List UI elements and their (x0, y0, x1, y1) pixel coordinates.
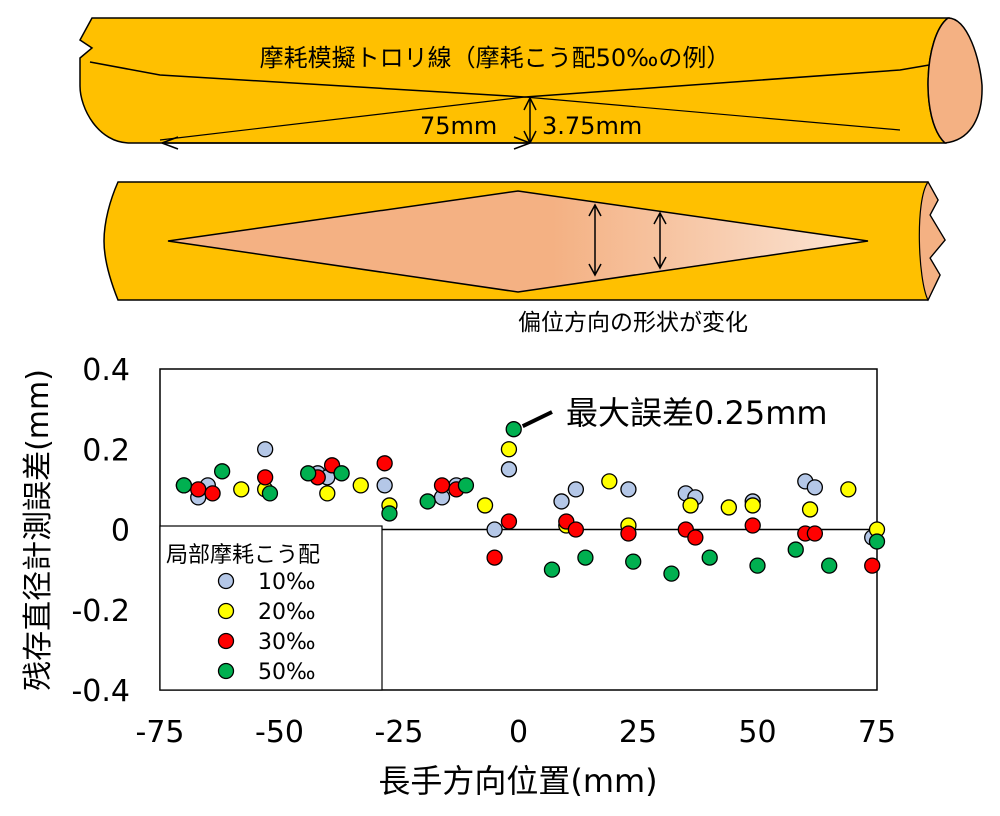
data-point (620, 525, 637, 542)
width-arrow-2 (653, 211, 667, 270)
y-tick-label: 0 (111, 514, 130, 549)
data-point (625, 553, 642, 570)
data-point (567, 481, 585, 498)
wire-side-end-face (918, 180, 946, 302)
data-point (486, 549, 503, 566)
data-point (601, 473, 618, 490)
data-point (620, 481, 637, 498)
depth-arrow-heads (523, 97, 537, 144)
data-point (300, 465, 317, 482)
data-point (319, 485, 336, 502)
data-point (376, 477, 393, 494)
data-point (577, 549, 594, 566)
data-point (744, 517, 761, 534)
data-point (821, 557, 838, 574)
x-tick-label: -25 (375, 715, 424, 750)
shape-change-caption: 偏位方向の形状が変化 (518, 310, 748, 336)
x-tick-label: 50 (738, 715, 776, 750)
data-point (663, 565, 680, 582)
width-arrow-1 (588, 203, 602, 277)
data-point (864, 557, 881, 574)
data-point (261, 485, 279, 502)
data-point (213, 463, 231, 480)
legend-marker (217, 632, 235, 650)
legend-label: 30‰ (258, 630, 316, 655)
data-point (476, 497, 494, 514)
y-tick-labels: 0.4 0.2 0 -0.2 -0.4 (71, 353, 130, 709)
y-axis-label: 残存直径計測誤差(mm) (21, 369, 56, 691)
legend-marker (217, 572, 235, 590)
legend-box (159, 525, 383, 691)
data-points (175, 421, 886, 582)
max-error-annotation: 最大誤差0.25mm (566, 394, 828, 432)
data-point (333, 465, 350, 482)
x-tick-label: -75 (136, 715, 185, 750)
data-point (500, 513, 518, 530)
data-point (486, 521, 503, 538)
data-point (868, 533, 886, 550)
data-point (720, 499, 737, 516)
worn-diamond (167, 190, 869, 293)
data-point (701, 549, 718, 566)
annotation-leader (521, 410, 553, 428)
data-point (500, 461, 518, 478)
y-tick-label: 0.4 (82, 353, 130, 388)
data-point (787, 541, 804, 558)
length-arrow-head-right (513, 136, 531, 150)
data-point (682, 497, 699, 514)
data-point (567, 521, 585, 538)
legend-marker (217, 602, 235, 620)
length-arrow-head-left (161, 136, 179, 150)
legend-items: 10‰ 20‰ 30‰ 50‰ (217, 570, 316, 685)
data-point (553, 493, 570, 510)
data-point (806, 479, 824, 496)
data-point (233, 481, 250, 498)
y-tick-label: -0.2 (71, 594, 130, 629)
x-tick-label: 25 (619, 715, 657, 750)
data-point (744, 497, 761, 514)
wire-title: 摩耗模擬トロリ線（摩耗こう配50‰の例） (260, 44, 731, 72)
length-label: 75mm (420, 112, 497, 140)
data-point (257, 469, 274, 486)
data-point (749, 557, 766, 574)
legend-marker (217, 662, 235, 680)
wear-cut-line-lower (159, 96, 901, 141)
data-point (801, 501, 819, 518)
worn-wire-illustration: 摩耗模擬トロリ線（摩耗こう配50‰の例） 75mm 3.75mm (79, 17, 983, 150)
wire-shape-view: 偏位方向の形状が変化 (103, 180, 946, 336)
x-axis-label: 長手方向位置(mm) (378, 762, 657, 800)
legend-label: 10‰ (258, 570, 316, 595)
data-point (505, 421, 522, 438)
data-point (840, 481, 857, 498)
x-tick-label: 0 (509, 715, 528, 750)
data-point (687, 529, 704, 546)
data-point (381, 505, 398, 522)
scatter-chart: 0.4 0.2 0 -0.2 -0.4 -75 -50 -25 0 25 50 75 残存直径計測誤… (21, 353, 896, 800)
x-tick-labels: -75 -50 -25 0 25 50 75 (136, 715, 897, 750)
data-point (257, 441, 274, 458)
data-point (175, 477, 193, 494)
data-point (352, 477, 369, 494)
data-point (500, 441, 518, 458)
legend-label: 20‰ (258, 600, 316, 625)
y-tick-label: -0.4 (71, 674, 130, 709)
data-point (806, 525, 824, 542)
wire-end-cross-section (927, 17, 983, 144)
depth-label: 3.75mm (542, 112, 642, 140)
data-point (543, 561, 561, 578)
legend-title: 局部摩耗こう配 (166, 543, 320, 568)
data-point (419, 493, 436, 510)
x-tick-label: -50 (255, 715, 304, 750)
legend-label: 50‰ (258, 660, 316, 685)
wire-body-top (79, 17, 951, 144)
data-point (204, 485, 221, 502)
data-point (376, 455, 393, 472)
y-tick-label: 0.2 (82, 433, 130, 468)
data-point (190, 481, 207, 498)
data-point (457, 477, 475, 494)
x-tick-label: 75 (858, 715, 896, 750)
data-point (433, 477, 451, 494)
